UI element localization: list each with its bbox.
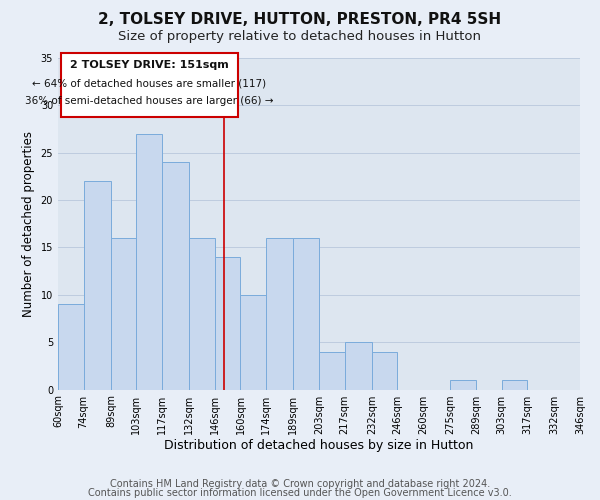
Text: Size of property relative to detached houses in Hutton: Size of property relative to detached ho… [119,30,482,43]
Text: ← 64% of detached houses are smaller (117): ← 64% of detached houses are smaller (11… [32,79,266,89]
Bar [83,181,111,390]
FancyBboxPatch shape [61,54,238,116]
Text: 36% of semi-detached houses are larger (66) →: 36% of semi-detached houses are larger (… [25,96,274,106]
Bar [215,257,241,390]
Bar [241,295,266,390]
Bar [293,238,319,390]
Bar [502,380,527,390]
Text: 2, TOLSEY DRIVE, HUTTON, PRESTON, PR4 5SH: 2, TOLSEY DRIVE, HUTTON, PRESTON, PR4 5S… [98,12,502,28]
Bar [451,380,476,390]
Bar [111,238,136,390]
Bar [162,162,190,390]
Text: 2 TOLSEY DRIVE: 151sqm: 2 TOLSEY DRIVE: 151sqm [70,60,229,70]
Bar [190,238,215,390]
Bar [372,352,397,390]
X-axis label: Distribution of detached houses by size in Hutton: Distribution of detached houses by size … [164,440,473,452]
Bar [58,304,83,390]
Bar [136,134,162,390]
Bar [266,238,293,390]
Y-axis label: Number of detached properties: Number of detached properties [22,131,35,317]
Bar [344,342,372,390]
Text: Contains public sector information licensed under the Open Government Licence v3: Contains public sector information licen… [88,488,512,498]
Text: Contains HM Land Registry data © Crown copyright and database right 2024.: Contains HM Land Registry data © Crown c… [110,479,490,489]
Bar [319,352,344,390]
